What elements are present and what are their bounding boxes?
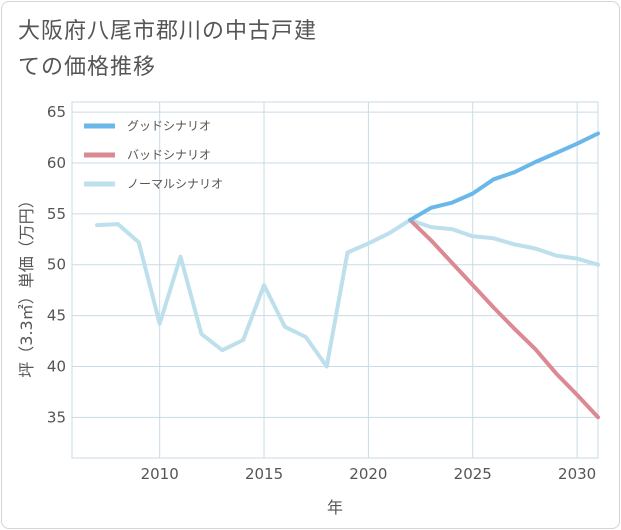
y-tick-label: 45	[47, 307, 66, 325]
y-tick-label: 50	[47, 256, 66, 274]
y-tick-label: 65	[47, 103, 66, 121]
series-line-good	[408, 131, 600, 222]
y-tick-label: 40	[47, 357, 66, 375]
series-line-bad	[408, 218, 600, 420]
legend-label-normal: ノーマルシナリオ	[127, 177, 223, 191]
x-tick-label: 2025	[454, 465, 492, 483]
x-tick-label: 2010	[141, 465, 179, 483]
x-tick-label: 2020	[349, 465, 387, 483]
x-axis-title: 年	[327, 498, 343, 517]
legend-label-bad: バッドシナリオ	[127, 148, 211, 162]
series-line-normal	[95, 218, 600, 369]
y-tick-label: 35	[47, 408, 66, 426]
y-tick-label: 55	[47, 205, 66, 223]
y-axis-title: 坪（3.3㎡）単価（万円）	[17, 192, 36, 377]
plot-area-border	[71, 101, 599, 459]
x-tick-label: 2015	[245, 465, 283, 483]
legend-label-good: グッドシナリオ	[127, 119, 211, 133]
x-tick-label: 2030	[558, 465, 596, 483]
chart-title: 大阪府八尾市郡川の中古戸建ての価格推移	[18, 19, 318, 80]
y-tick-label: 60	[47, 154, 66, 172]
